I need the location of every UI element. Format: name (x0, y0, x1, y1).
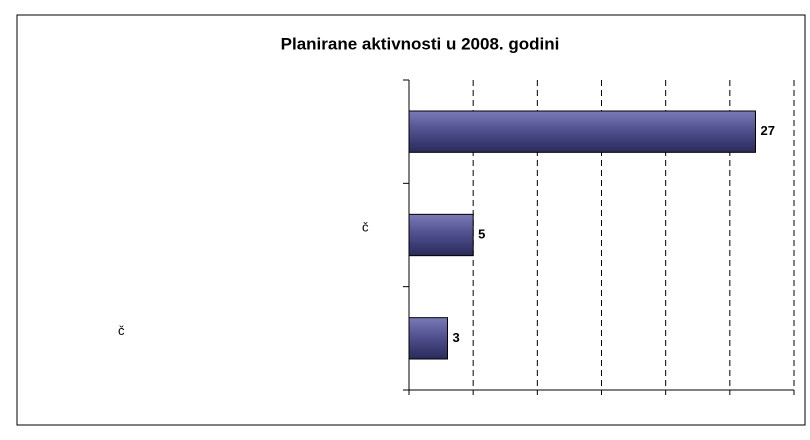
y-tick-label: č (362, 219, 369, 234)
y-tick-label: č (118, 323, 125, 338)
value-label: 5 (478, 226, 485, 241)
value-label: 27 (761, 123, 775, 138)
bar (408, 317, 448, 360)
value-label: 3 (453, 330, 460, 345)
bar (408, 110, 756, 153)
bar (408, 213, 474, 257)
chart-title: Planirane aktivnosti u 2008. godini (281, 34, 560, 53)
